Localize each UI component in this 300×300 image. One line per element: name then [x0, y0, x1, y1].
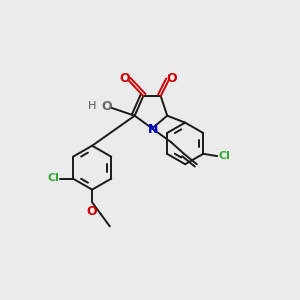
Text: O: O: [101, 100, 112, 113]
Text: H: H: [88, 101, 96, 112]
Text: O: O: [87, 205, 98, 218]
Text: N: N: [147, 123, 158, 136]
Text: O: O: [166, 71, 177, 85]
Text: Cl: Cl: [218, 151, 230, 161]
Text: O: O: [119, 71, 130, 85]
Text: Cl: Cl: [47, 173, 59, 183]
